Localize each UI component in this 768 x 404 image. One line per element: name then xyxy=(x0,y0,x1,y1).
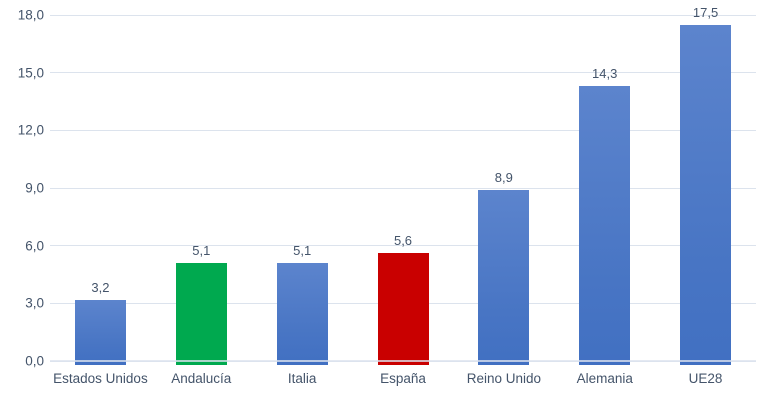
value-label: 5,1 xyxy=(293,242,312,258)
gridline xyxy=(50,245,756,247)
value-label: 5,1 xyxy=(192,242,211,258)
bar-alemania xyxy=(579,86,631,365)
bar-reino-unido xyxy=(478,189,530,365)
x-category-label: UE28 xyxy=(688,371,723,386)
y-tick-label: 3,0 xyxy=(25,295,44,311)
gridline xyxy=(50,187,756,189)
bar-estados-unidos xyxy=(74,299,126,365)
x-category-label: Alemania xyxy=(576,371,633,386)
y-tick-label: 18,0 xyxy=(17,7,44,23)
y-tick-label: 6,0 xyxy=(25,238,44,254)
value-label: 17,5 xyxy=(692,4,719,20)
x-category-label: Italia xyxy=(287,371,317,386)
x-category-label: Reino Unido xyxy=(466,371,541,386)
gridline xyxy=(50,129,756,131)
gridline xyxy=(50,14,756,16)
gridline xyxy=(50,72,756,74)
plot-area: 3,2 5,1 5,1 5,6 8,9 14,3 17,5 xyxy=(50,5,756,365)
x-category-label: Estados Unidos xyxy=(53,371,148,386)
value-label: 5,6 xyxy=(393,233,413,249)
bar-italia xyxy=(276,262,328,365)
y-tick-label: 12,0 xyxy=(17,122,44,138)
bar-ue28 xyxy=(680,24,732,365)
y-tick-label: 15,0 xyxy=(17,65,44,81)
value-label: 14,3 xyxy=(592,66,618,82)
x-category-label: Andalucía xyxy=(171,371,232,386)
y-tick-label: 9,0 xyxy=(25,180,44,196)
value-label: 8,9 xyxy=(494,169,513,185)
x-axis-line xyxy=(50,360,756,362)
bar-andalucía xyxy=(175,262,227,365)
value-label: 3,2 xyxy=(91,279,110,295)
y-tick-label: 0,0 xyxy=(25,353,44,369)
bar-españa xyxy=(377,253,429,365)
x-category-label: España xyxy=(380,371,426,386)
